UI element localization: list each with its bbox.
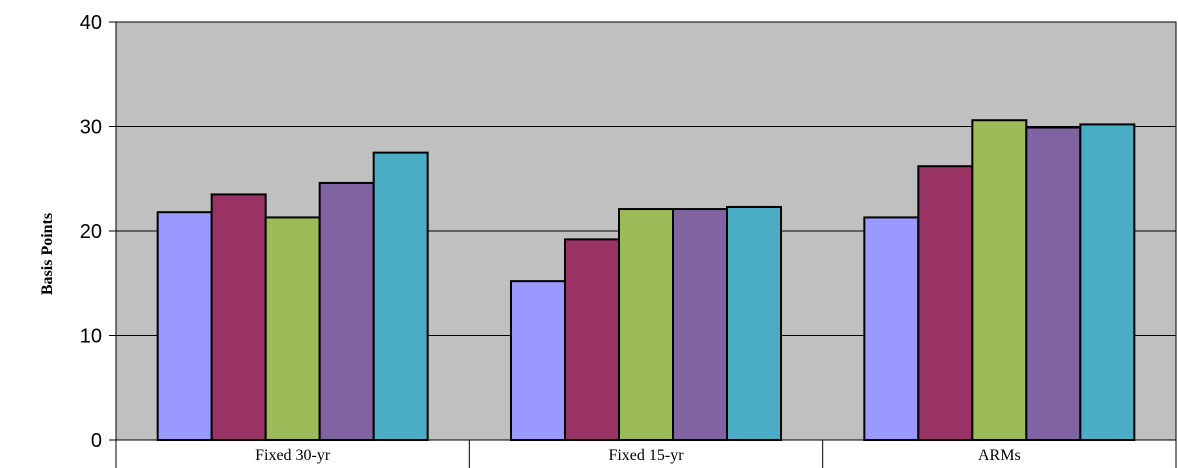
y-tick-label: 20 (80, 221, 102, 243)
y-tick-label: 10 (80, 326, 102, 348)
bar (917, 165, 974, 442)
y-tick-label: 0 (91, 430, 102, 452)
bar (372, 151, 429, 441)
bar (210, 193, 267, 441)
x-category-label: Fixed 30-yr (255, 447, 331, 464)
bar (1025, 126, 1082, 441)
bar (672, 208, 728, 441)
x-category-label: ARMs (978, 447, 1021, 464)
bar (863, 216, 920, 441)
bar (726, 205, 782, 441)
y-axis-title: Basis Points (39, 213, 56, 295)
bar (510, 280, 566, 441)
axis-labels: 0 10 20 30 40 Fixed 30-yr Fixed 15-yr ARMs (80, 12, 1021, 464)
y-tick-label: 30 (80, 117, 102, 139)
bar (264, 216, 321, 441)
x-category-label: Fixed 15-yr (608, 447, 684, 464)
bar (1079, 123, 1136, 441)
axes (109, 21, 1177, 468)
bars (156, 119, 1136, 442)
bar (971, 119, 1028, 441)
y-tick-label: 40 (80, 12, 102, 34)
bar (156, 211, 213, 441)
bar (318, 181, 375, 441)
bar (564, 238, 620, 441)
bar (618, 208, 674, 441)
